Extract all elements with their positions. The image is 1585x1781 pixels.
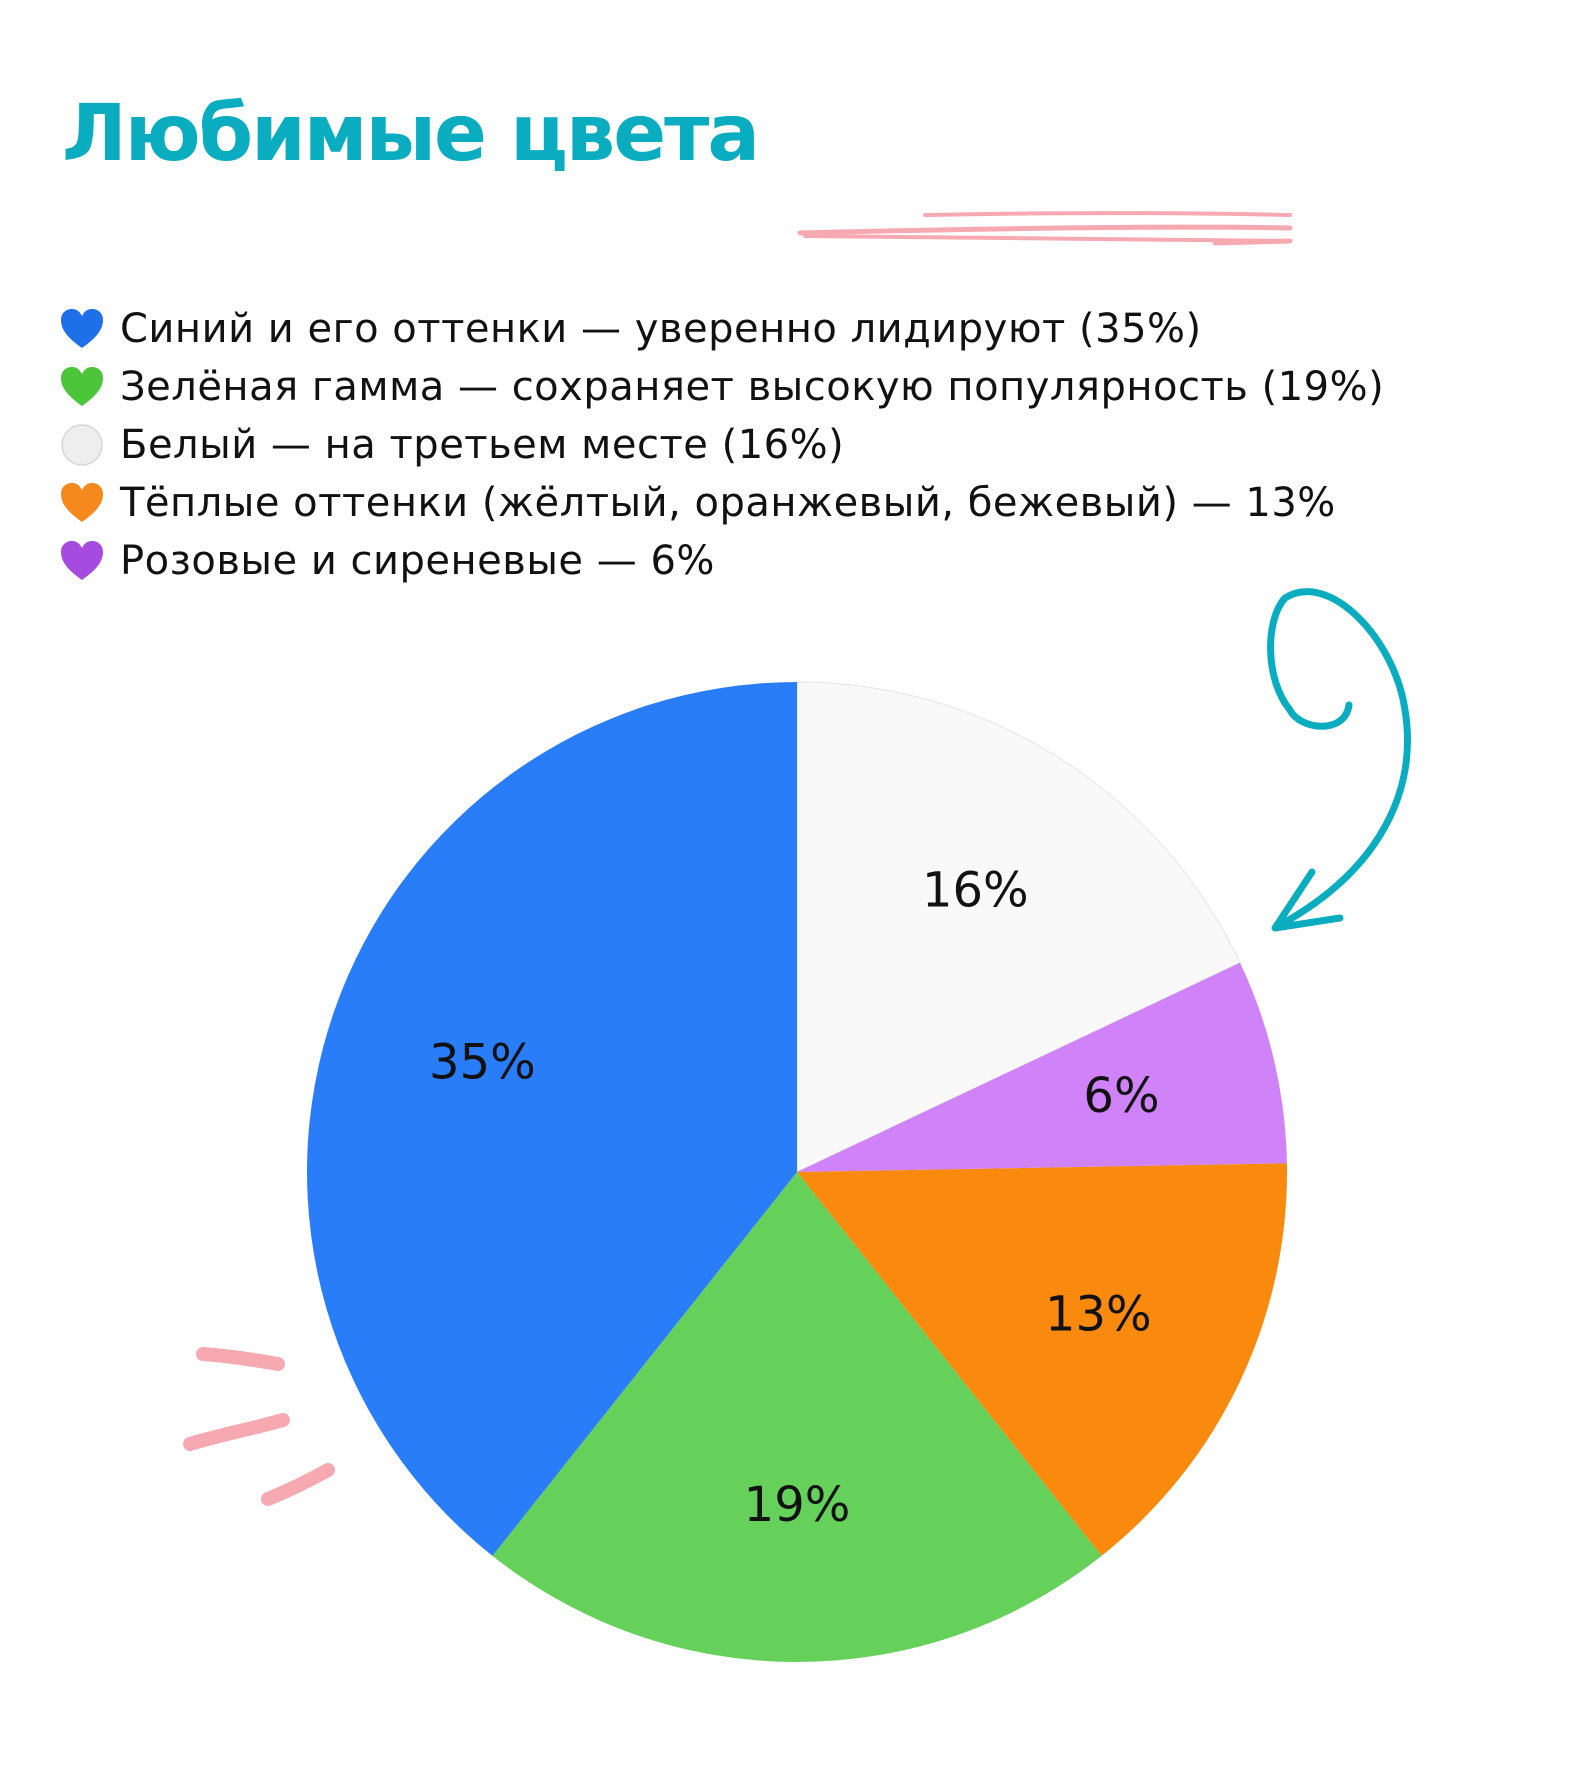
orange-heart-icon xyxy=(61,483,103,522)
white-circle-icon xyxy=(61,424,103,466)
blue-heart-icon xyxy=(61,309,103,348)
pie-slice-green xyxy=(492,1172,1102,1663)
legend: Синий и его оттенки — уверенно лидируют … xyxy=(58,300,1384,590)
pie-slice-warm xyxy=(797,1163,1287,1556)
pie-label-white: 16% xyxy=(922,863,1029,919)
pink-dash xyxy=(261,1463,335,1506)
pie-slice-white xyxy=(796,681,1241,1173)
teal-arrow-head xyxy=(1271,868,1344,932)
legend-item: Розовые и сиреневые — 6% xyxy=(58,532,1384,590)
legend-text: Синий и его оттенки — уверенно лидируют … xyxy=(120,306,1202,352)
marker-shape xyxy=(61,483,103,522)
pie-label-pink-lilac: 6% xyxy=(1083,1068,1159,1124)
legend-text: Зелёная гамма — сохраняет высокую популя… xyxy=(120,364,1385,410)
legend-text: Розовые и сиреневые — 6% xyxy=(120,538,715,584)
green-heart-icon xyxy=(61,367,103,406)
pie-labels: 16% 6% 13% 19% 35% xyxy=(429,863,1160,1534)
pink-underline-decoration xyxy=(797,211,1293,246)
legend-item: Зелёная гамма — сохраняет высокую популя… xyxy=(58,358,1384,416)
marker-shape xyxy=(61,541,103,580)
legend-item: Синий и его оттенки — уверенно лидируют … xyxy=(58,300,1384,358)
pie-label-blue: 35% xyxy=(429,1034,536,1090)
teal-arrow-curve xyxy=(1267,588,1411,929)
pink-dash xyxy=(183,1413,290,1451)
pie-slice-pink-lilac xyxy=(797,962,1287,1172)
pink-dashes-decoration xyxy=(183,1347,335,1506)
legend-text: Белый — на третьем месте (16%) xyxy=(120,422,845,468)
purple-heart-icon xyxy=(61,541,103,580)
marker-shape xyxy=(61,424,103,466)
marker-shape xyxy=(61,367,103,406)
marker-shape xyxy=(61,309,103,348)
teal-curly-arrow-decoration xyxy=(1267,588,1411,932)
legend-text: Тёплые оттенки (жёлтый, оранжевый, бежев… xyxy=(120,480,1336,526)
pink-dash xyxy=(196,1347,285,1371)
legend-item: Белый — на третьем месте (16%) xyxy=(58,416,1384,474)
page-title: Любимые цвета xyxy=(62,89,760,179)
pie-label-green: 19% xyxy=(744,1477,851,1533)
legend-item: Тёплые оттенки (жёлтый, оранжевый, бежев… xyxy=(58,474,1384,532)
pie-label-warm: 13% xyxy=(1045,1286,1152,1342)
pink-underline-strokes xyxy=(797,211,1293,246)
pie-slice-blue xyxy=(306,682,797,1556)
pie-slices xyxy=(306,681,1287,1663)
